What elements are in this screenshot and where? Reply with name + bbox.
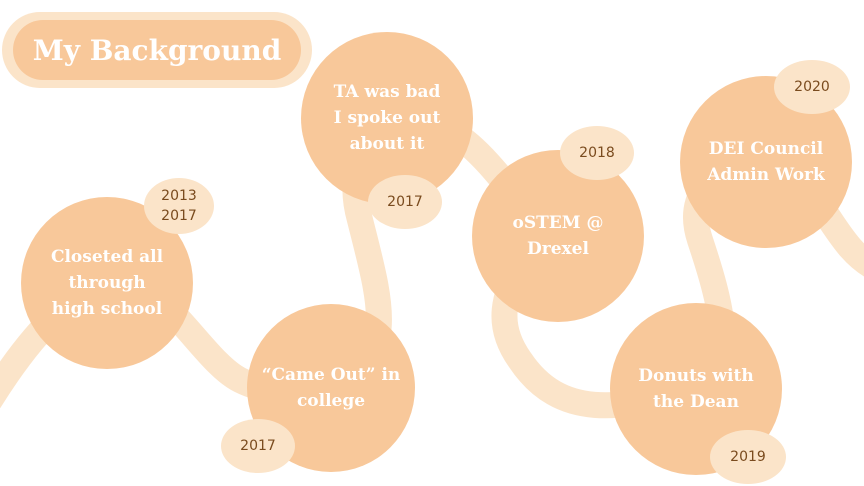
milestone-circle-3: TA was bad I spoke out about it: [301, 32, 473, 204]
milestone-label: “Came Out” in college: [261, 365, 401, 411]
year-badge-2: 2017: [221, 419, 295, 473]
page-title: My Background: [32, 33, 282, 67]
year-badge-5: 2019: [710, 430, 786, 484]
timeline-connector: [0, 104, 864, 419]
year-badge-6: 2020: [774, 60, 850, 114]
milestone-circle-4: oSTEM @ Drexel: [472, 150, 644, 322]
milestone-circle-6: DEI Council Admin Work: [680, 76, 852, 248]
milestone-label: Closeted all through high school: [50, 247, 164, 319]
year-text: 2017: [387, 194, 423, 210]
milestone-label: TA was bad I spoke out about it: [333, 82, 441, 154]
year-badge-3: 2017: [368, 175, 442, 229]
year-text: 2018: [579, 145, 615, 161]
title-pill-inner: My Background: [13, 20, 301, 80]
title-pill: My Background: [2, 12, 312, 88]
milestone-label: oSTEM @ Drexel: [512, 213, 604, 259]
year-text: 2013 2017: [161, 188, 197, 224]
year-badge-4: 2018: [560, 126, 634, 180]
year-badge-1: 2013 2017: [144, 178, 214, 234]
year-text: 2019: [730, 449, 766, 465]
milestone-label: DEI Council Admin Work: [707, 139, 825, 185]
year-text: 2017: [240, 438, 276, 454]
year-text: 2020: [794, 79, 830, 95]
milestone-label: Donuts with the Dean: [638, 366, 754, 412]
